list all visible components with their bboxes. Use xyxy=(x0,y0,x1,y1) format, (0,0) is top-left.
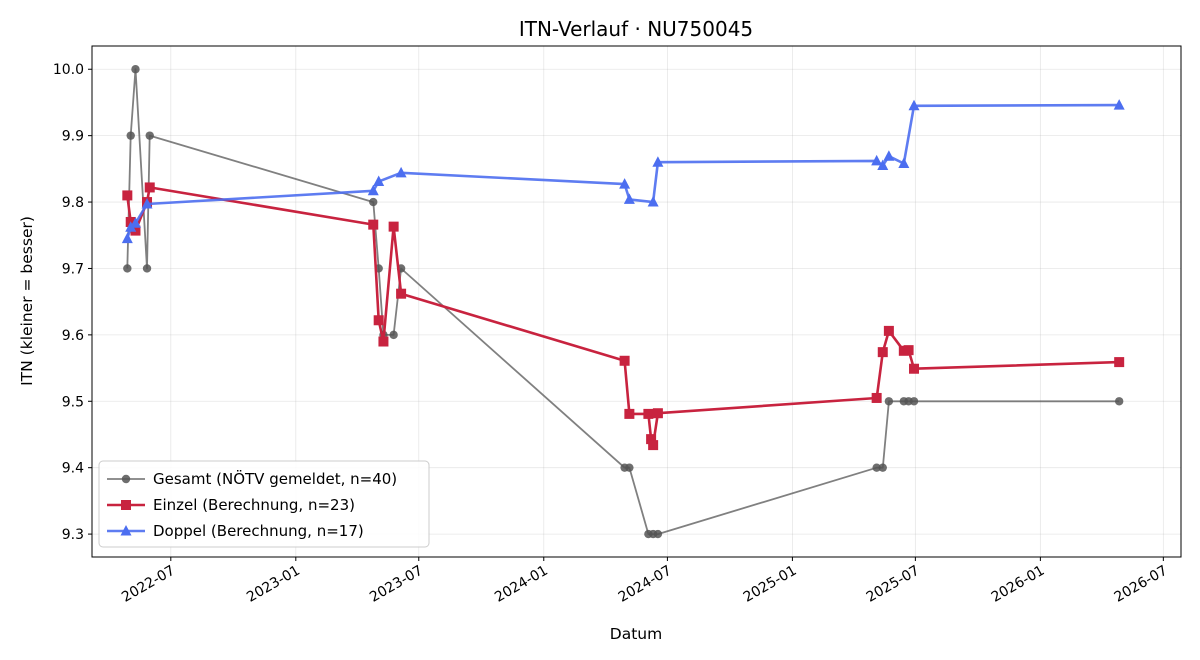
plot-frame xyxy=(91,45,1182,558)
legend-marker xyxy=(121,474,131,484)
data-point xyxy=(1114,357,1125,368)
data-point xyxy=(368,219,379,230)
legend-label: Einzel (Berechnung, n=23) xyxy=(153,496,355,514)
y-tick-label: 9.5 xyxy=(62,394,84,410)
data-point xyxy=(908,99,920,111)
data-point xyxy=(883,150,895,161)
data-point xyxy=(141,198,153,209)
data-point xyxy=(648,440,659,451)
series-gesamt xyxy=(123,65,1124,539)
legend: Gesamt (NÖTV gemeldet, n=40) Einzel (Bere… xyxy=(98,460,430,548)
legend-item-einzel: Einzel (Berechnung, n=23) xyxy=(107,496,355,514)
y-axis-label: ITN (kleiner = besser) xyxy=(18,216,36,386)
data-point xyxy=(877,159,889,171)
data-point xyxy=(884,397,894,406)
data-point xyxy=(131,65,140,74)
data-point xyxy=(121,232,133,244)
data-point xyxy=(625,463,634,472)
data-point xyxy=(122,190,133,201)
data-point xyxy=(129,217,141,228)
data-point xyxy=(883,325,894,336)
data-point xyxy=(909,363,920,374)
data-point xyxy=(872,463,881,472)
data-point xyxy=(373,175,385,186)
data-point xyxy=(653,529,663,539)
series-layer xyxy=(121,65,1125,539)
y-tick-label: 9.9 xyxy=(62,129,84,145)
data-point xyxy=(1113,99,1125,110)
data-point xyxy=(619,178,631,189)
y-tick-label: 9.3 xyxy=(62,527,84,543)
data-point xyxy=(871,392,882,403)
legend-item-gesamt: Gesamt (NÖTV gemeldet, n=40) xyxy=(107,469,397,488)
data-point xyxy=(378,336,389,347)
legend-marker xyxy=(120,525,132,536)
chart-title: ITN-Verlauf · NU750045 xyxy=(519,17,753,41)
legend-marker xyxy=(121,500,131,510)
y-tick-label: 10.0 xyxy=(53,62,84,78)
data-point xyxy=(395,166,407,178)
data-point xyxy=(898,157,910,169)
data-point xyxy=(646,434,657,445)
x-axis-label: Datum xyxy=(610,625,662,643)
data-point xyxy=(877,347,888,358)
data-point xyxy=(389,330,398,340)
data-point xyxy=(871,154,883,166)
y-tick-label: 9.4 xyxy=(62,461,84,477)
legend-label: Gesamt (NÖTV gemeldet, n=40) xyxy=(153,469,397,488)
data-point xyxy=(619,355,630,366)
y-tick-label: 9.7 xyxy=(62,261,84,277)
data-point xyxy=(367,184,379,196)
data-point xyxy=(144,182,155,193)
y-axis: 9.3 9.4 9.5 9.6 9.7 9.8 9.9 10.0 xyxy=(53,62,92,543)
data-point xyxy=(624,408,635,419)
data-point xyxy=(647,196,659,207)
data-point xyxy=(903,345,914,356)
y-tick-label: 9.6 xyxy=(62,328,84,344)
legend-box xyxy=(98,460,430,548)
data-point xyxy=(126,131,135,140)
data-point xyxy=(123,264,132,273)
legend-label: Doppel (Berechnung, n=17) xyxy=(153,522,364,540)
series-doppel xyxy=(121,99,1125,244)
data-point xyxy=(1114,397,1124,406)
data-point xyxy=(623,193,635,204)
data-point xyxy=(373,315,384,326)
data-point xyxy=(878,463,887,472)
data-point xyxy=(369,197,378,207)
legend-item-doppel: Doppel (Berechnung, n=17) xyxy=(107,522,364,540)
data-point xyxy=(396,288,407,299)
data-point xyxy=(909,397,919,406)
data-point xyxy=(652,408,663,419)
data-point xyxy=(142,264,152,273)
data-point xyxy=(652,156,664,167)
data-point xyxy=(643,408,654,419)
data-point xyxy=(388,221,399,232)
y-tick-label: 9.8 xyxy=(62,195,84,211)
data-point xyxy=(145,131,154,140)
